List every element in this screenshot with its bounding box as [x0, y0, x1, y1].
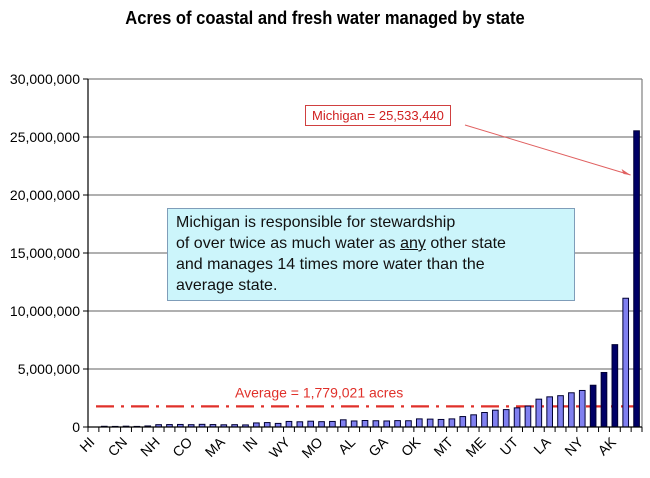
note-line-2a: of over twice as much water as: [176, 235, 401, 252]
bar: [394, 420, 401, 428]
arrow-line: [464, 124, 631, 176]
bar: [492, 409, 499, 428]
note-line-2b: other state: [425, 235, 506, 252]
y-tick-label: 10,000,000: [10, 303, 80, 319]
x-tick-label: WY: [266, 433, 294, 461]
x-tick-label: MO: [298, 434, 325, 461]
bar: [318, 421, 325, 428]
bar: [405, 420, 412, 428]
y-axis-ticks: 0 5,000,000 10,000,000 15,000,000 20,000,000…: [10, 71, 88, 435]
michigan-callout: Michigan = 25,533,440: [305, 105, 451, 126]
bar: [589, 384, 597, 428]
bar: [448, 418, 456, 428]
x-tick-label: NY: [561, 433, 587, 459]
bar: [546, 396, 553, 428]
x-tick-label: ME: [462, 434, 488, 460]
x-tick-label: CN: [105, 434, 131, 460]
bar: [481, 412, 488, 428]
x-tick-label: NH: [137, 434, 163, 460]
bar: [578, 389, 586, 428]
bar: [263, 422, 271, 428]
bar: [611, 344, 619, 428]
bar: [568, 392, 575, 428]
arrow-head: [621, 169, 631, 175]
michigan-arrow: [464, 124, 631, 176]
bar: [513, 407, 521, 428]
x-axis-ticks: HI CN NH CO MA IN WY MO AL GA OK MT ME UT LA NY AK: [76, 427, 643, 461]
bar: [253, 422, 260, 428]
bar: [350, 420, 358, 428]
note-line-3: and manages 14 times more water than the: [176, 256, 485, 273]
bar: [524, 405, 532, 428]
bar: [426, 418, 434, 428]
x-tick-label: LA: [530, 433, 554, 457]
bar: [361, 420, 369, 428]
bar: [633, 130, 640, 428]
x-tick-label: MT: [430, 433, 456, 459]
bar: [285, 420, 293, 428]
x-tick-label: GA: [365, 433, 391, 459]
note-line-4: average state.: [176, 277, 278, 294]
x-tick-label: UT: [497, 433, 522, 458]
x-tick-label: IN: [239, 434, 260, 455]
bar: [622, 297, 630, 428]
chart-title: Acres of coastal and fresh water managed…: [125, 8, 525, 28]
bar: [557, 395, 564, 428]
note-line-1: Michigan is responsible for stewardship: [176, 214, 456, 231]
bar: [383, 420, 391, 428]
x-tick-label: HI: [76, 434, 97, 455]
y-tick-label: 15,000,000: [10, 245, 80, 261]
bar: [535, 398, 543, 428]
x-tick-label: CO: [169, 434, 195, 460]
y-tick-label: 0: [72, 419, 80, 435]
x-tick-label: AK: [594, 433, 619, 458]
bar: [415, 418, 423, 428]
bar: [502, 409, 510, 428]
bar: [470, 414, 477, 428]
y-tick-label: 5,000,000: [18, 361, 80, 377]
x-tick-label: OK: [398, 433, 424, 459]
note-callout: Michigan is responsible for stewardship …: [167, 208, 575, 301]
bar: [307, 420, 315, 428]
bar: [600, 371, 608, 428]
bar: [296, 421, 304, 428]
note-emphasis: any: [400, 235, 426, 252]
bar: [339, 419, 347, 428]
bar: [329, 420, 336, 428]
bar: [437, 418, 445, 428]
average-label: Average = 1,779,021 acres: [235, 384, 403, 400]
bar: [459, 416, 467, 428]
y-tick-label: 30,000,000: [10, 71, 80, 87]
x-tick-label: MA: [202, 433, 229, 460]
y-tick-label: 20,000,000: [10, 187, 80, 203]
x-tick-label: AL: [335, 434, 359, 458]
bar: [372, 420, 380, 428]
michigan-callout-text: Michigan = 25,533,440: [312, 108, 444, 123]
average-line: Average = 1,779,021 acres: [96, 384, 640, 408]
y-tick-label: 25,000,000: [10, 129, 80, 145]
